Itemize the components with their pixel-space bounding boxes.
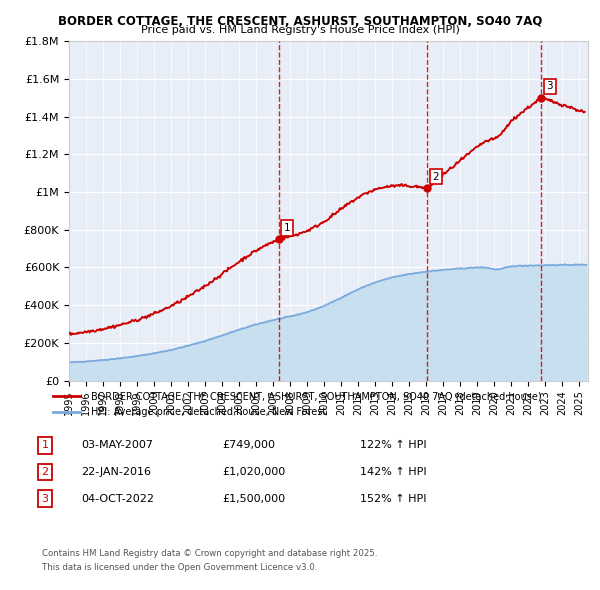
Text: 1: 1 bbox=[41, 441, 49, 450]
Text: 04-OCT-2022: 04-OCT-2022 bbox=[81, 494, 154, 503]
Text: BORDER COTTAGE, THE CRESCENT, ASHURST, SOUTHAMPTON, SO40 7AQ (detached house): BORDER COTTAGE, THE CRESCENT, ASHURST, S… bbox=[91, 391, 542, 401]
Text: HPI: Average price, detached house, New Forest: HPI: Average price, detached house, New … bbox=[91, 407, 326, 417]
Text: 152% ↑ HPI: 152% ↑ HPI bbox=[360, 494, 427, 503]
Text: 22-JAN-2016: 22-JAN-2016 bbox=[81, 467, 151, 477]
Text: Contains HM Land Registry data © Crown copyright and database right 2025.: Contains HM Land Registry data © Crown c… bbox=[42, 549, 377, 558]
Text: 1: 1 bbox=[284, 223, 291, 233]
Text: 03-MAY-2007: 03-MAY-2007 bbox=[81, 441, 153, 450]
Text: 3: 3 bbox=[547, 81, 553, 91]
Text: 3: 3 bbox=[41, 494, 49, 503]
Text: Price paid vs. HM Land Registry's House Price Index (HPI): Price paid vs. HM Land Registry's House … bbox=[140, 25, 460, 35]
Text: £1,500,000: £1,500,000 bbox=[222, 494, 285, 503]
Text: 2: 2 bbox=[433, 172, 439, 182]
Text: £749,000: £749,000 bbox=[222, 441, 275, 450]
Text: 142% ↑ HPI: 142% ↑ HPI bbox=[360, 467, 427, 477]
Text: BORDER COTTAGE, THE CRESCENT, ASHURST, SOUTHAMPTON, SO40 7AQ: BORDER COTTAGE, THE CRESCENT, ASHURST, S… bbox=[58, 15, 542, 28]
Text: 2: 2 bbox=[41, 467, 49, 477]
Text: £1,020,000: £1,020,000 bbox=[222, 467, 285, 477]
Text: 122% ↑ HPI: 122% ↑ HPI bbox=[360, 441, 427, 450]
Text: This data is licensed under the Open Government Licence v3.0.: This data is licensed under the Open Gov… bbox=[42, 563, 317, 572]
